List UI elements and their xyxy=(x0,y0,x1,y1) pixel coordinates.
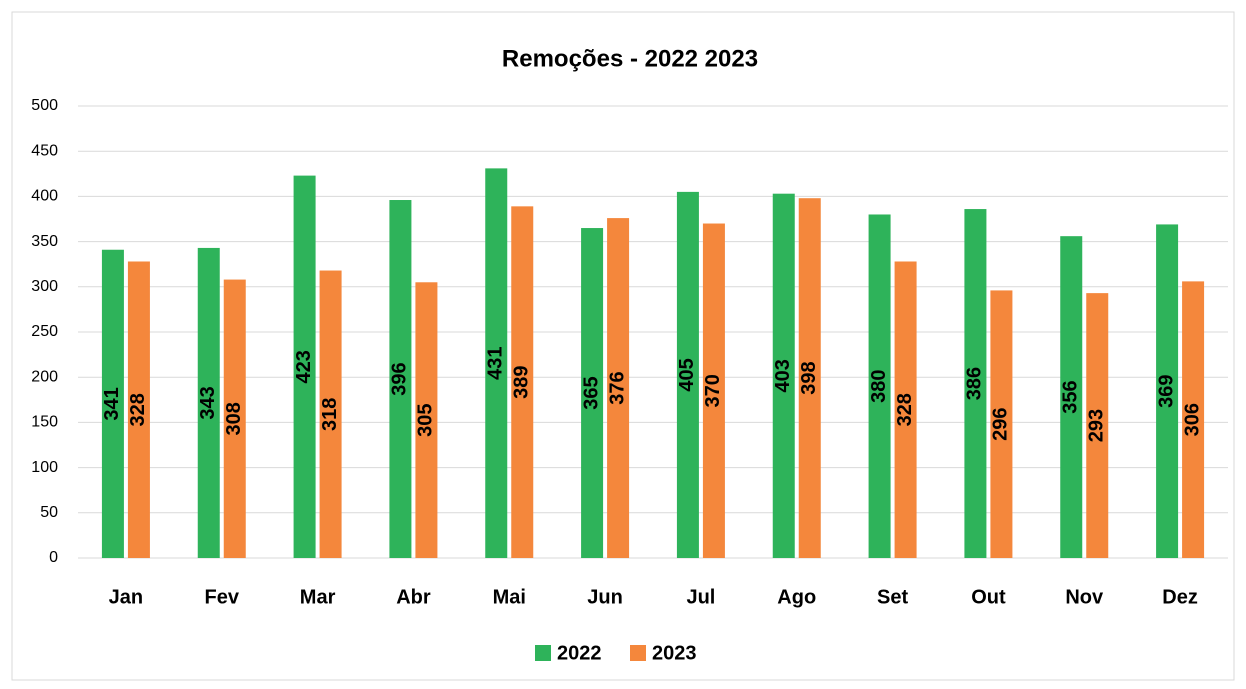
bar xyxy=(197,247,220,559)
bar xyxy=(702,223,725,558)
data-label: 405 xyxy=(676,358,698,391)
y-tick-label: 400 xyxy=(31,188,58,205)
bar xyxy=(798,198,821,558)
data-label: 306 xyxy=(1181,403,1203,436)
data-label: 328 xyxy=(894,393,916,426)
data-label: 370 xyxy=(702,374,724,407)
x-tick-label: Mar xyxy=(300,586,336,608)
data-label: 365 xyxy=(580,376,602,409)
y-tick-label: 50 xyxy=(40,504,58,521)
x-tick-label: Jun xyxy=(587,586,623,608)
data-label: 369 xyxy=(1155,375,1177,408)
legend-swatch xyxy=(535,645,551,661)
data-label: 389 xyxy=(511,365,533,398)
x-tick-label: Abr xyxy=(396,586,431,608)
data-label: 341 xyxy=(101,387,123,420)
bar xyxy=(1060,236,1083,558)
bar xyxy=(293,175,316,558)
legend-label: 2022 xyxy=(557,642,602,664)
y-tick-label: 450 xyxy=(31,142,58,159)
y-tick-label: 150 xyxy=(31,414,58,431)
y-tick-label: 350 xyxy=(31,233,58,250)
x-tick-label: Set xyxy=(877,586,908,608)
bar xyxy=(415,282,438,558)
bar xyxy=(990,290,1013,558)
data-label: 308 xyxy=(223,402,245,435)
data-label: 403 xyxy=(772,359,794,392)
data-label: 376 xyxy=(606,371,628,404)
bar xyxy=(389,200,412,559)
x-tick-label: Jan xyxy=(109,586,143,608)
legend-label: 2023 xyxy=(652,642,697,664)
bar xyxy=(485,168,508,558)
data-label: 305 xyxy=(415,403,437,436)
x-tick-label: Ago xyxy=(777,586,816,608)
data-label: 431 xyxy=(485,347,507,380)
bar xyxy=(772,193,795,559)
y-tick-label: 500 xyxy=(31,97,58,114)
chart-title: Remoções - 2022 2023 xyxy=(502,45,758,72)
bar xyxy=(964,209,987,558)
y-tick-label: 300 xyxy=(31,278,58,295)
data-label: 343 xyxy=(197,386,219,419)
y-tick-label: 0 xyxy=(49,549,58,566)
data-label: 318 xyxy=(319,398,341,431)
legend-swatch xyxy=(630,645,646,661)
y-tick-label: 100 xyxy=(31,459,58,476)
data-label: 398 xyxy=(798,361,820,394)
x-tick-label: Jul xyxy=(686,586,715,608)
bar xyxy=(894,261,917,558)
data-label: 356 xyxy=(1060,380,1082,413)
bar xyxy=(676,191,699,558)
data-label: 386 xyxy=(964,367,986,400)
data-label: 293 xyxy=(1086,409,1108,442)
x-tick-label: Out xyxy=(971,586,1006,608)
bar xyxy=(319,270,342,558)
y-tick-label: 200 xyxy=(31,368,58,385)
bar xyxy=(223,279,246,558)
x-tick-label: Dez xyxy=(1162,586,1198,608)
data-label: 328 xyxy=(127,393,149,426)
bar xyxy=(511,206,534,558)
bar xyxy=(127,261,150,558)
data-label: 396 xyxy=(389,362,411,395)
data-label: 296 xyxy=(990,408,1012,441)
data-label: 423 xyxy=(293,350,315,383)
bar xyxy=(607,218,630,558)
bar xyxy=(1182,281,1205,558)
bar xyxy=(1086,293,1109,558)
bar xyxy=(1156,224,1179,558)
data-label: 380 xyxy=(868,370,890,403)
bar xyxy=(101,249,124,558)
x-tick-label: Fev xyxy=(205,586,240,608)
bar xyxy=(868,214,891,559)
y-tick-label: 250 xyxy=(31,323,58,340)
x-tick-label: Nov xyxy=(1065,586,1104,608)
x-tick-label: Mai xyxy=(493,586,526,608)
bar xyxy=(581,228,604,559)
